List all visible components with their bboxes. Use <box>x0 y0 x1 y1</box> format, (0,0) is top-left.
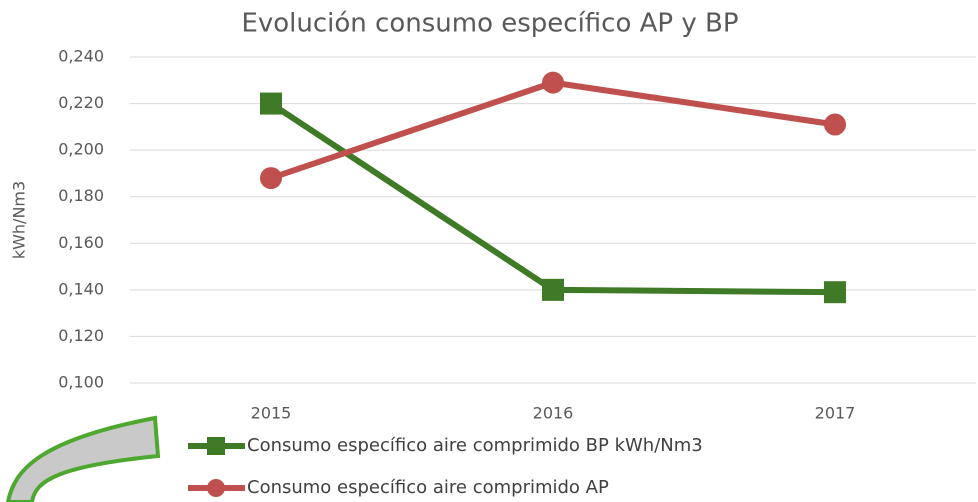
marker <box>824 113 846 136</box>
marker <box>207 479 225 497</box>
x-tick-label: 2017 <box>815 404 856 423</box>
legend-label: Consumo específico aire comprimido AP <box>247 477 609 498</box>
y-tick-label: 0,120 <box>58 326 104 345</box>
y-axis-label: kWh/Nm3 <box>10 181 29 259</box>
marker <box>207 437 225 455</box>
marker <box>260 92 282 115</box>
marker <box>824 281 846 304</box>
y-tick-label: 0,140 <box>58 279 104 298</box>
y-tick-label: 0,160 <box>58 233 104 252</box>
marker <box>542 71 564 94</box>
legend-label: Consumo específico aire comprimido BP kW… <box>247 435 703 456</box>
x-tick-label: 2015 <box>251 404 292 423</box>
y-tick-label: 0,180 <box>58 186 104 205</box>
chart-title: Evolución consumo específico AP y BP <box>241 9 738 39</box>
series-line <box>269 101 836 296</box>
y-tick-label: 0,240 <box>58 47 104 66</box>
x-tick-label: 2016 <box>533 404 574 423</box>
y-tick-label: 0,220 <box>58 93 104 112</box>
marker <box>542 278 564 301</box>
y-tick-label: 0,100 <box>58 373 104 392</box>
marker <box>260 167 282 190</box>
decorative-banner <box>5 415 161 502</box>
series-line <box>270 79 836 181</box>
y-tick-label: 0,200 <box>58 140 104 159</box>
